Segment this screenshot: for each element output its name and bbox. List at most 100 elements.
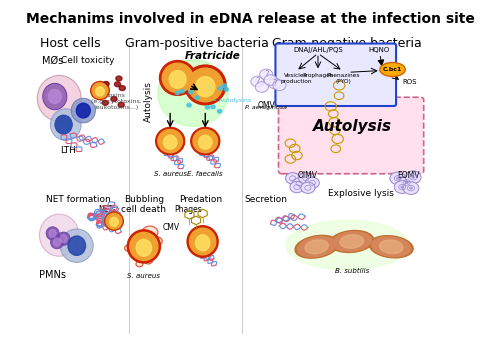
Text: Phages: Phages xyxy=(174,205,202,214)
Circle shape xyxy=(290,181,304,193)
Text: Predation: Predation xyxy=(180,195,222,204)
Text: Vesicles
production: Vesicles production xyxy=(280,73,312,84)
Ellipse shape xyxy=(106,213,122,229)
Text: NET formation: NET formation xyxy=(46,195,111,204)
Circle shape xyxy=(218,87,222,90)
Circle shape xyxy=(292,178,306,189)
Text: toxins
(e.g. cytotoxins,
leukotoxins...): toxins (e.g. cytotoxins, leukotoxins...) xyxy=(91,93,142,110)
Text: Autolysis: Autolysis xyxy=(312,119,392,134)
Circle shape xyxy=(390,172,406,185)
Ellipse shape xyxy=(54,238,60,246)
Text: Gram-negative bacteria: Gram-negative bacteria xyxy=(272,37,422,50)
Text: Secretion: Secretion xyxy=(244,195,288,204)
Ellipse shape xyxy=(60,235,67,243)
Text: S. aureus: S. aureus xyxy=(128,273,160,279)
Ellipse shape xyxy=(96,87,104,96)
Circle shape xyxy=(298,173,312,184)
Ellipse shape xyxy=(38,75,81,121)
Ellipse shape xyxy=(188,68,223,102)
Ellipse shape xyxy=(40,214,79,256)
Circle shape xyxy=(406,181,408,184)
Ellipse shape xyxy=(187,226,218,257)
Ellipse shape xyxy=(380,62,406,77)
Text: OMV: OMV xyxy=(258,101,275,110)
Ellipse shape xyxy=(298,237,336,257)
Ellipse shape xyxy=(42,84,67,110)
Circle shape xyxy=(394,181,410,193)
Circle shape xyxy=(118,102,124,107)
Ellipse shape xyxy=(162,63,193,93)
Circle shape xyxy=(251,76,264,87)
Text: Prophages: Prophages xyxy=(302,73,334,78)
Text: S. aureus: S. aureus xyxy=(154,171,186,177)
Circle shape xyxy=(224,88,228,91)
Circle shape xyxy=(412,176,414,178)
Text: PMNs: PMNs xyxy=(39,270,66,280)
Text: C.bc1: C.bc1 xyxy=(383,67,402,72)
Circle shape xyxy=(218,110,222,113)
Ellipse shape xyxy=(332,232,372,251)
Circle shape xyxy=(103,81,109,86)
Ellipse shape xyxy=(46,227,59,240)
Ellipse shape xyxy=(193,130,218,153)
Ellipse shape xyxy=(340,235,363,248)
Text: ?: ? xyxy=(255,77,260,86)
Circle shape xyxy=(116,76,122,81)
Ellipse shape xyxy=(196,235,210,251)
Ellipse shape xyxy=(104,212,124,230)
Ellipse shape xyxy=(160,60,196,95)
Circle shape xyxy=(403,182,419,194)
Circle shape xyxy=(264,75,277,85)
Ellipse shape xyxy=(48,90,62,104)
Circle shape xyxy=(119,86,126,91)
Ellipse shape xyxy=(50,109,81,140)
Circle shape xyxy=(180,90,184,93)
Text: • Autolysins: • Autolysins xyxy=(212,98,251,103)
Ellipse shape xyxy=(191,127,220,155)
Circle shape xyxy=(256,82,268,92)
Text: Bubbling
cell death: Bubbling cell death xyxy=(122,195,166,214)
Circle shape xyxy=(222,84,226,87)
Text: NETs: NETs xyxy=(98,205,116,214)
Text: P. aeruginosa: P. aeruginosa xyxy=(245,105,287,110)
Ellipse shape xyxy=(198,135,212,149)
Ellipse shape xyxy=(128,230,160,263)
Circle shape xyxy=(396,177,399,179)
Circle shape xyxy=(144,227,156,238)
Ellipse shape xyxy=(164,135,177,149)
Text: Host cells: Host cells xyxy=(40,37,100,50)
Ellipse shape xyxy=(330,231,374,252)
Ellipse shape xyxy=(55,115,72,134)
Ellipse shape xyxy=(110,217,118,226)
Circle shape xyxy=(286,173,300,184)
Text: Mechanims involved in eDNA release at the infection site: Mechanims involved in eDNA release at th… xyxy=(26,12,474,26)
Circle shape xyxy=(401,186,404,188)
Ellipse shape xyxy=(196,77,215,97)
Text: ROS: ROS xyxy=(402,79,416,85)
Circle shape xyxy=(144,257,152,263)
Ellipse shape xyxy=(49,230,56,237)
Circle shape xyxy=(125,245,132,251)
Ellipse shape xyxy=(190,228,216,255)
Ellipse shape xyxy=(156,127,184,155)
Circle shape xyxy=(189,91,193,94)
Text: Gram-positive bacteria: Gram-positive bacteria xyxy=(126,37,270,50)
Circle shape xyxy=(206,106,210,109)
Circle shape xyxy=(102,100,108,105)
Circle shape xyxy=(98,88,104,93)
Ellipse shape xyxy=(92,83,108,98)
Ellipse shape xyxy=(370,236,413,258)
Ellipse shape xyxy=(372,237,411,257)
Text: Phenazines
(PYO): Phenazines (PYO) xyxy=(326,73,360,84)
Ellipse shape xyxy=(68,236,86,256)
Circle shape xyxy=(398,176,414,189)
Ellipse shape xyxy=(50,236,64,249)
Circle shape xyxy=(111,97,117,101)
Circle shape xyxy=(176,91,180,95)
Circle shape xyxy=(406,171,421,184)
Text: B. subtilis: B. subtilis xyxy=(334,268,369,274)
Text: Cell toxicity: Cell toxicity xyxy=(61,56,114,65)
Text: LTH: LTH xyxy=(60,146,76,155)
Ellipse shape xyxy=(295,236,339,258)
Text: ?: ? xyxy=(264,70,268,79)
